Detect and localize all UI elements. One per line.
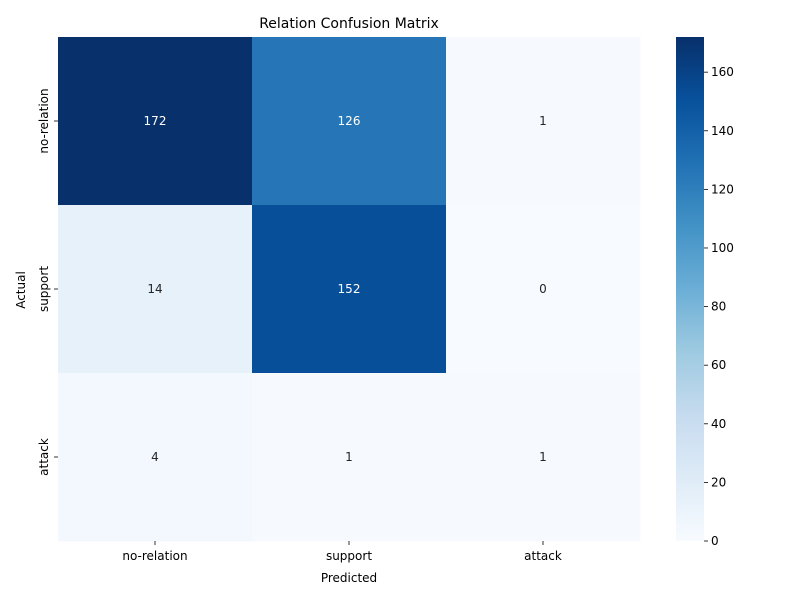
cell-value-label: 0 — [539, 282, 547, 296]
heatmap-cells: 172 126 1 14 152 0 4 1 1 — [58, 37, 641, 542]
x-tick-label: attack — [524, 549, 562, 563]
cell-value-label: 172 — [144, 114, 167, 128]
x-tick-label: no-relation — [122, 549, 187, 563]
heatmap-cell — [446, 37, 641, 206]
colorbar-tick-label: 100 — [711, 241, 734, 255]
cell-value-label: 14 — [147, 282, 162, 296]
heatmap-cell — [58, 373, 253, 542]
colorbar-gradient — [676, 37, 704, 541]
heatmap-cell — [58, 37, 253, 206]
colorbar-tick-label: 20 — [711, 475, 726, 489]
heatmap-cell — [252, 373, 447, 542]
y-tick-label: attack — [37, 438, 51, 476]
chart-title: Relation Confusion Matrix — [259, 16, 439, 32]
heatmap-axes: no-relation support attack no-relation suppo… — [37, 88, 562, 563]
heatmap-cell — [446, 205, 641, 374]
colorbar-tick-label: 140 — [711, 124, 734, 138]
colorbar: 0 20 40 60 80 100 120 140 160 — [676, 37, 734, 548]
colorbar-tick-label: 0 — [711, 534, 719, 548]
heatmap-cell — [58, 205, 253, 374]
cell-value-label: 4 — [151, 450, 159, 464]
colorbar-tick-label: 120 — [711, 182, 734, 196]
colorbar-tick-label: 40 — [711, 417, 726, 431]
y-tick-label: no-relation — [37, 88, 51, 153]
cell-value-label: 1 — [539, 450, 547, 464]
heatmap-cell — [252, 205, 447, 374]
heatmap-cell — [446, 373, 641, 542]
cell-value-label: 152 — [338, 282, 361, 296]
x-axis-label: Predicted — [321, 571, 377, 585]
cell-value-label: 126 — [338, 114, 361, 128]
cell-value-label: 1 — [539, 114, 547, 128]
colorbar-tick-label: 80 — [711, 300, 726, 314]
cell-value-label: 1 — [345, 450, 353, 464]
colorbar-tick-label: 60 — [711, 358, 726, 372]
heatmap-cell — [252, 37, 447, 206]
x-tick-label: support — [326, 549, 372, 563]
colorbar-tick-label: 160 — [711, 65, 734, 79]
y-axis-label: Actual — [14, 271, 28, 309]
y-tick-label: support — [37, 266, 51, 312]
